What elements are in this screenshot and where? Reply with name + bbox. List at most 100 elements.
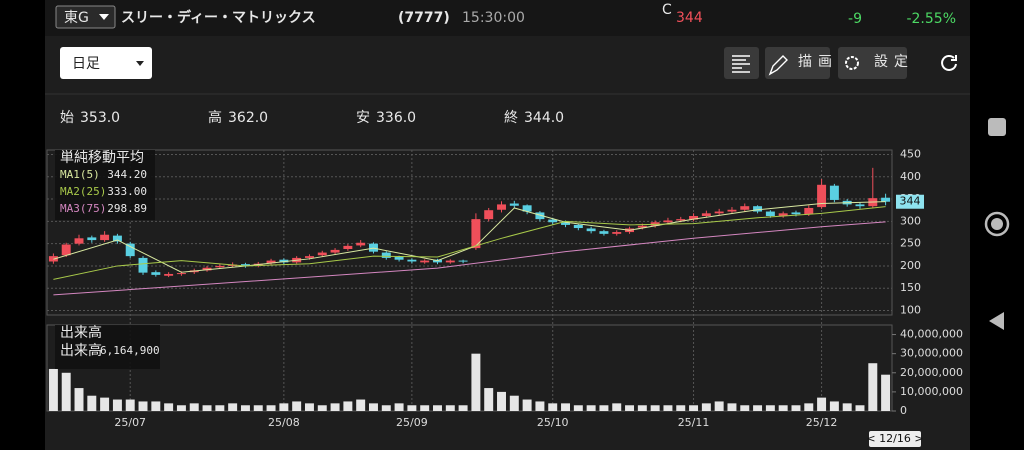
change: -9 [848, 11, 862, 27]
volume-bar [701, 403, 711, 411]
volume-bar [855, 405, 865, 411]
volume-bar [727, 403, 737, 411]
volume-bar [87, 395, 97, 411]
settings-button[interactable] [838, 47, 907, 79]
dropdown-arrow [136, 61, 144, 66]
nav-home[interactable] [984, 211, 1010, 237]
volume-bar [394, 403, 404, 411]
candle-body [817, 184, 827, 208]
candle-body [535, 212, 545, 220]
candle-body [381, 252, 391, 258]
candle-body [727, 209, 737, 212]
y-tick-label: 30,000,000 [900, 347, 963, 360]
candle-body [881, 197, 891, 202]
indicator-button[interactable] [724, 47, 759, 79]
volume-bar [637, 405, 647, 411]
volume-bar [279, 403, 289, 411]
volume-bar [599, 405, 609, 411]
candle-body [420, 260, 430, 263]
legend-title: 単純移動平均 [60, 150, 144, 166]
volume-bar [125, 399, 135, 411]
dropdown-arrow [99, 14, 109, 20]
candle-body [689, 216, 699, 220]
volume-bar [561, 403, 571, 411]
candle-body [701, 213, 711, 216]
x-tick-label: 25/07 [114, 416, 146, 429]
gear-icon [845, 56, 859, 70]
volume-bar [304, 403, 314, 411]
volume-bar [458, 405, 468, 411]
volume-bar [509, 395, 519, 411]
nav-back[interactable] [989, 312, 1004, 330]
volume-bar [61, 372, 71, 411]
candle-body [586, 228, 596, 232]
candle-body [573, 224, 583, 229]
volume-bar [740, 405, 750, 411]
candle-body [87, 237, 97, 241]
volume-bar [817, 397, 827, 411]
candle-body [637, 225, 647, 228]
legend-name: MA3(75) [60, 202, 106, 215]
cursor-label: < 12/16 > [866, 432, 923, 445]
change-pct: -2.55% [906, 11, 956, 27]
price-flag: C [662, 2, 672, 18]
volume-bar [842, 403, 852, 411]
candle-body [112, 235, 122, 242]
pane-border [46, 324, 893, 412]
price: 344 [676, 10, 703, 26]
volume-bar [100, 397, 110, 411]
candle-body [522, 205, 532, 212]
candle-body [778, 213, 788, 216]
volume-bar [573, 405, 583, 411]
volume-bar [445, 405, 455, 411]
settings-label: 設定 [874, 54, 914, 70]
candle-body [561, 222, 571, 225]
volume-bar [381, 405, 391, 411]
volume-bar [266, 405, 276, 411]
candle-body [676, 219, 686, 221]
volume-bar [535, 401, 545, 411]
candle-body [612, 232, 622, 234]
y-tick-label: 450 [900, 147, 921, 160]
volume-bar [663, 405, 673, 411]
list-icon [732, 55, 750, 73]
market: 東G [64, 10, 89, 26]
volume-bar [625, 405, 635, 411]
volume-bar [253, 405, 263, 411]
volume-bar [151, 401, 161, 411]
volume-bar [778, 405, 788, 411]
candle-body [61, 244, 71, 256]
ma-line [53, 221, 886, 296]
volume-bar [176, 405, 186, 411]
candle-body [343, 245, 353, 249]
legend-box [55, 325, 160, 369]
candle-body [394, 257, 404, 260]
header-bar [45, 0, 970, 36]
y-tick-label: 300 [900, 214, 921, 227]
ohlc-label: 始 [60, 110, 74, 126]
refresh-icon[interactable] [941, 55, 957, 71]
period-select[interactable] [60, 47, 152, 79]
volume-bar [407, 405, 417, 411]
volume-bar [791, 405, 801, 411]
volume-bar [164, 403, 174, 411]
volume-bar [112, 399, 122, 411]
candle-body [445, 260, 455, 263]
draw-button[interactable] [765, 47, 830, 79]
nav-recent[interactable] [988, 118, 1006, 136]
ohlc-value: 336.0 [376, 110, 416, 126]
volume-bar [420, 405, 430, 411]
volume-bar [804, 403, 814, 411]
market-select[interactable] [55, 5, 116, 29]
legend-value: 344.20 [107, 168, 147, 181]
period: 日足 [72, 56, 100, 72]
volume-bar [433, 405, 442, 411]
last-price-label: 344 [900, 195, 921, 208]
candle-body [215, 265, 225, 268]
candle-body [164, 273, 174, 276]
candle-body [599, 231, 609, 234]
ohlc-label: 終 [504, 110, 518, 126]
legend-value: 298.89 [107, 202, 147, 215]
x-tick-label: 25/10 [537, 416, 569, 429]
